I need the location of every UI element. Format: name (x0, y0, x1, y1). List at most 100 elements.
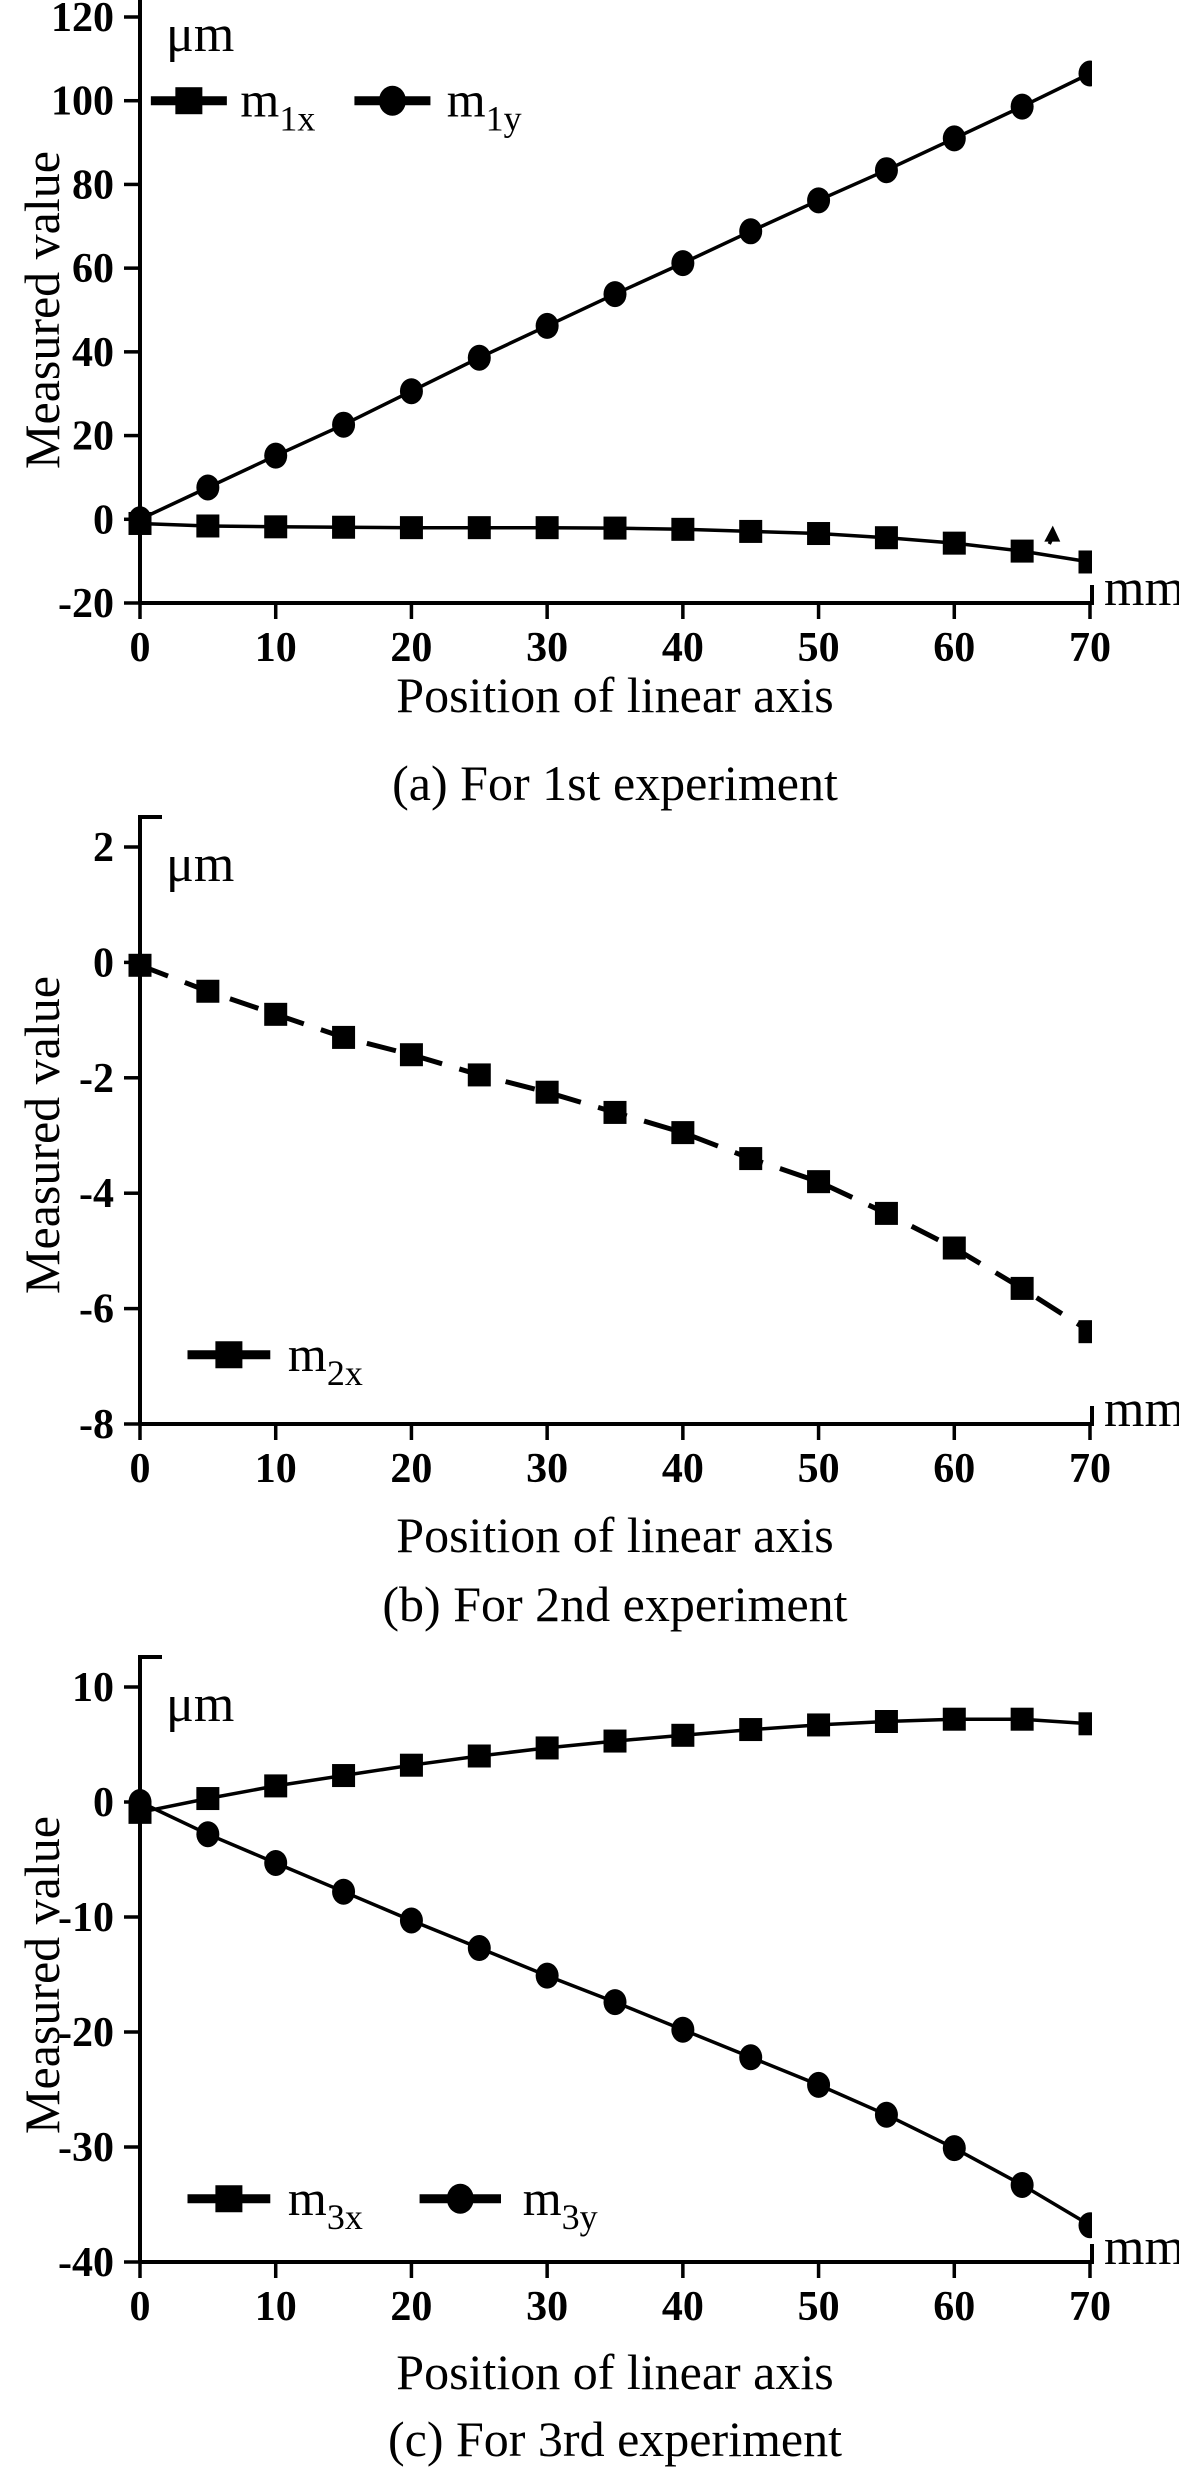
marker-square (603, 1100, 627, 1124)
legend-label-m3y: m3y (523, 2170, 598, 2237)
marker-circle (1078, 60, 1092, 87)
marker-circle (942, 125, 966, 152)
marker-square (739, 519, 763, 543)
chart-a: -20 0 20 40 60 80 100 120 0 10 20 30 40 50 60 70 μm mm m1x… (51, 0, 1179, 671)
x-tick-label: 20 (390, 2284, 432, 2330)
y-tick-label: -2 (79, 1056, 114, 1102)
marker-square (671, 517, 695, 541)
y-tick-label: 0 (93, 1780, 114, 1826)
y-axis-line (138, 815, 162, 1424)
y-tick-label: 80 (72, 162, 114, 208)
series-m1y (128, 60, 1092, 533)
y-tick-label: 60 (72, 246, 114, 292)
legend-label-m2x: m2x (288, 1326, 363, 1393)
marker-circle (807, 2071, 831, 2098)
marker-square (739, 1147, 763, 1171)
marker-square (535, 1080, 559, 1104)
series-m1x (128, 511, 1092, 574)
marker-square (264, 1002, 288, 1026)
marker-square (175, 87, 203, 115)
up-arrow-annotation (1044, 525, 1061, 545)
x-tick-label: 70 (1069, 2284, 1111, 2330)
y-tick-label: -30 (58, 2125, 114, 2171)
marker-circle (264, 1849, 288, 1876)
y-axis-line (138, 1655, 162, 2262)
x-unit-label: mm (1104, 560, 1179, 617)
y-tick-label: 0 (93, 497, 114, 543)
y-tick-label: 100 (51, 79, 114, 125)
marker-square (807, 1170, 831, 1194)
marker-square (1010, 539, 1034, 563)
marker-square (942, 1236, 966, 1260)
x-tick-label: 0 (130, 2284, 151, 2330)
y-tick-label: -4 (79, 1171, 114, 1217)
x-tick-label: 0 (130, 625, 151, 671)
marker-square (603, 516, 627, 540)
y-axis-title-chart-b: Measured value (14, 976, 70, 1294)
y-tick-label: 10 (72, 1665, 114, 1711)
marker-circle (332, 411, 356, 438)
y-tick-label: -20 (58, 581, 114, 627)
x-tick-label: 40 (662, 2284, 704, 2330)
marker-square (739, 1718, 763, 1742)
x-tick-label: 40 (662, 625, 704, 671)
caption-chart-b: (b) For 2nd experiment (382, 1576, 848, 1632)
legend-label-m1x: m1x (240, 72, 315, 139)
marker-circle (196, 474, 220, 501)
marker-circle (196, 1821, 220, 1848)
caption-chart-c: (c) For 3rd experiment (387, 2411, 842, 2467)
marker-circle (671, 2016, 695, 2043)
marker-square (1078, 1320, 1092, 1344)
marker-circle (739, 218, 763, 245)
marker-square (535, 1736, 559, 1760)
marker-circle (739, 2044, 763, 2071)
marker-square (196, 1787, 220, 1811)
legend-chart-c: m3x m3y (187, 2170, 598, 2237)
marker-circle (1078, 2212, 1092, 2239)
y-axis-title-chart-c: Measured value (14, 1816, 70, 2134)
x-tick-label: 10 (255, 1446, 297, 1492)
marker-circle (535, 312, 559, 339)
y-unit-label: μm (166, 6, 234, 63)
x-axis-title-chart-a: Position of linear axis (396, 667, 834, 723)
y-tick-label: 40 (72, 330, 114, 376)
chart-c: -40 -30 -20 -10 0 10 0 10 20 30 40 50 60 70 μm mm m3x m3y (58, 1655, 1179, 2330)
x-tick-label: 10 (255, 625, 297, 671)
x-tick-label: 50 (798, 1446, 840, 1492)
y-tick-label: 120 (51, 0, 114, 41)
marker-circle (446, 2183, 474, 2214)
x-axis-title-chart-c: Position of linear axis (396, 2344, 834, 2400)
marker-circle (1010, 2171, 1034, 2198)
x-axis-line (140, 585, 1094, 605)
x-unit-label: mm (1104, 2219, 1179, 2276)
marker-square (671, 1723, 695, 1747)
marker-square (332, 1025, 356, 1049)
marker-square (874, 1201, 898, 1225)
x-tick-label: 60 (933, 625, 975, 671)
marker-square (1010, 1707, 1034, 1731)
y-unit-label: μm (166, 836, 234, 893)
y-tick-label: 20 (72, 414, 114, 460)
marker-square (807, 1713, 831, 1737)
x-tick-label: 0 (130, 1446, 151, 1492)
marker-square (807, 522, 831, 546)
marker-square (1010, 1276, 1034, 1300)
y-tick-label: 0 (93, 940, 114, 986)
x-axis-line (140, 1406, 1094, 1426)
marker-square (1078, 1712, 1092, 1736)
marker-square (196, 514, 220, 538)
legend-chart-b: m2x (187, 1326, 363, 1393)
legend-label-m1y: m1y (447, 72, 522, 139)
marker-circle (671, 250, 695, 277)
marker-square (942, 1707, 966, 1731)
marker-square (196, 979, 220, 1003)
marker-circle (1010, 93, 1034, 120)
x-tick-label: 50 (798, 625, 840, 671)
x-tick-label: 50 (798, 2284, 840, 2330)
y-tick-label: -20 (58, 2010, 114, 2056)
caption-chart-a: (a) For 1st experiment (392, 755, 838, 811)
marker-square (128, 953, 152, 977)
y-tick-label: 2 (93, 825, 114, 871)
marker-square (215, 1341, 243, 1369)
marker-square (264, 515, 288, 539)
